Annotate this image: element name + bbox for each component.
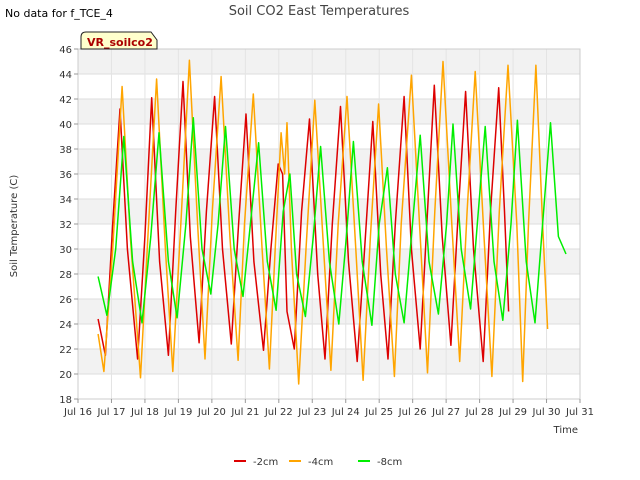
plot-band	[78, 199, 580, 224]
y-axis-ticks: 18 20 22 24 26 28 30 32 34 36 38 40 42 44 46	[59, 45, 78, 406]
legend-label: -4cm	[308, 457, 333, 468]
y-tick-label: 40	[59, 120, 72, 131]
y-tick-label: 28	[59, 270, 72, 281]
series-line-8cm	[97, 117, 567, 327]
legend-label: -8cm	[377, 457, 402, 468]
y-tick-label: 18	[59, 395, 72, 406]
x-tick-label: Jul 21	[230, 407, 259, 418]
x-tick-label: Jul 19	[163, 407, 192, 418]
x-tick-label: Jul 20	[197, 407, 226, 418]
plot-band	[78, 349, 580, 374]
series-line-2cm	[97, 80, 510, 363]
y-tick-label: 42	[59, 95, 72, 106]
x-tick-label: Jul 22	[264, 407, 293, 418]
series-lines	[97, 59, 567, 385]
y-tick-label: 38	[59, 145, 72, 156]
x-tick-label: Jul 29	[498, 407, 527, 418]
no-data-note: No data for f_TCE_4	[5, 7, 113, 20]
plot-band	[78, 299, 580, 324]
x-tick-label: Jul 23	[297, 407, 326, 418]
legend: -2cm -4cm -8cm	[234, 457, 402, 468]
x-tick-label: Jul 28	[465, 407, 494, 418]
x-tick-label: Jul 24	[331, 407, 360, 418]
x-tick-label: Jul 27	[431, 407, 460, 418]
plot-band	[78, 224, 580, 249]
plot-band	[78, 149, 580, 174]
y-tick-label: 46	[59, 45, 72, 56]
x-tick-label: Jul 30	[532, 407, 561, 418]
x-tick-label: Jul 25	[364, 407, 393, 418]
legend-label: -2cm	[253, 457, 278, 468]
plot-band	[78, 74, 580, 99]
y-tick-label: 26	[59, 295, 72, 306]
x-tick-label: Jul 26	[398, 407, 427, 418]
y-tick-label: 24	[59, 320, 72, 331]
station-label-frame	[80, 31, 158, 50]
y-tick-label: 34	[59, 195, 72, 206]
x-tick-label: Jul 31	[565, 407, 594, 418]
station-label-box: VR_soilco2	[80, 31, 158, 50]
plot-band	[78, 174, 580, 199]
series-line-4cm	[97, 59, 549, 385]
station-label: VR_soilco2	[87, 36, 153, 49]
y-tick-label: 20	[59, 370, 72, 381]
chart-title: Soil CO2 East Temperatures	[229, 4, 410, 19]
x-axis-label: Time	[553, 425, 578, 436]
y-tick-label: 32	[59, 220, 72, 231]
x-axis-ticks: Jul 16 Jul 17 Jul 18 Jul 19 Jul 20 Jul 21 Jul …	[63, 399, 594, 418]
x-tick-label: Jul 16	[63, 407, 92, 418]
x-tick-label: Jul 18	[130, 407, 159, 418]
plot-band	[78, 374, 580, 399]
y-tick-label: 30	[59, 245, 72, 256]
y-tick-label: 36	[59, 170, 72, 181]
plot-band	[78, 49, 580, 74]
x-tick-label: Jul 17	[96, 407, 125, 418]
y-tick-label: 44	[59, 70, 72, 81]
y-axis-label: Soil Temperature (C)	[9, 175, 20, 278]
y-tick-label: 22	[59, 345, 72, 356]
